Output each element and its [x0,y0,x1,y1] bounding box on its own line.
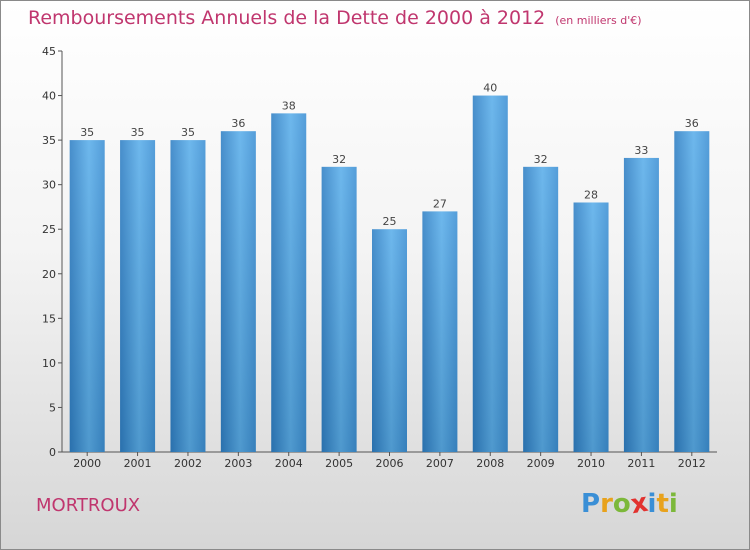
x-tick-label: 2005 [325,457,353,470]
bar-shade [674,131,710,452]
proxiti-logo: Proxiti [581,488,678,520]
y-tick-label: 25 [42,223,56,236]
x-tick-label: 2001 [124,457,152,470]
unit-text: (en milliers d'€) [555,14,642,27]
bar-value-label: 35 [131,126,145,139]
chart-title: Remboursements Annuels de la Dette de 20… [28,7,642,29]
bar-shade [472,95,508,453]
bar-shade [120,140,156,452]
bar-value-label: 36 [231,117,245,130]
y-tick-label: 15 [42,312,56,325]
x-tick-label: 2006 [376,457,404,470]
x-tick-label: 2007 [426,457,454,470]
x-tick-label: 2004 [275,457,303,470]
bar-value-label: 27 [433,197,447,210]
logo-letter: P [581,489,601,519]
y-tick-label: 20 [42,268,56,281]
bar-value-label: 35 [181,126,195,139]
bar-value-label: 35 [80,126,94,139]
x-tick-label: 2012 [678,457,706,470]
x-tick-label: 2010 [577,457,605,470]
y-tick-label: 10 [42,357,56,370]
y-tick-label: 5 [49,401,56,414]
bar-value-label: 36 [685,117,699,130]
bar-shade [321,166,357,452]
x-tick-label: 2009 [527,457,555,470]
bar-value-label: 40 [483,82,497,95]
logo-letter: i [668,489,678,519]
logo-letter: r [600,489,613,519]
bar-shade [372,229,407,452]
bar-shade [523,166,559,452]
bar-value-label: 32 [332,153,346,166]
y-tick-label: 40 [42,90,56,103]
logo-letter: i [647,489,657,519]
bar-shade [422,211,458,452]
bar-shade [170,140,206,452]
bar-value-label: 25 [383,215,397,228]
logo-letter: o [612,489,631,519]
bar-value-label: 38 [282,99,296,112]
logo-letter: t [656,489,669,519]
bar-shade [573,202,609,452]
bar-value-label: 32 [534,153,548,166]
bar-value-label: 33 [634,144,648,157]
x-tick-label: 2000 [73,457,101,470]
title-text: Remboursements Annuels de la Dette de 20… [28,7,546,29]
x-tick-label: 2003 [224,457,252,470]
y-tick-label: 0 [49,446,56,459]
x-tick-label: 2011 [627,457,655,470]
y-tick-label: 45 [42,45,56,58]
bar-shade [69,140,105,452]
bar-value-label: 28 [584,188,598,201]
bar-shade [220,131,256,452]
bar-shade [623,157,659,452]
x-tick-label: 2008 [476,457,504,470]
place-name: MORTROUX [36,495,141,516]
x-tick-label: 2002 [174,457,202,470]
bars: 35 35 35 36 38 32 25 27 40 32 28 33 36 [69,82,710,453]
y-tick-label: 35 [42,134,56,147]
y-tick-label: 30 [42,179,56,192]
bar-shade [271,113,307,452]
